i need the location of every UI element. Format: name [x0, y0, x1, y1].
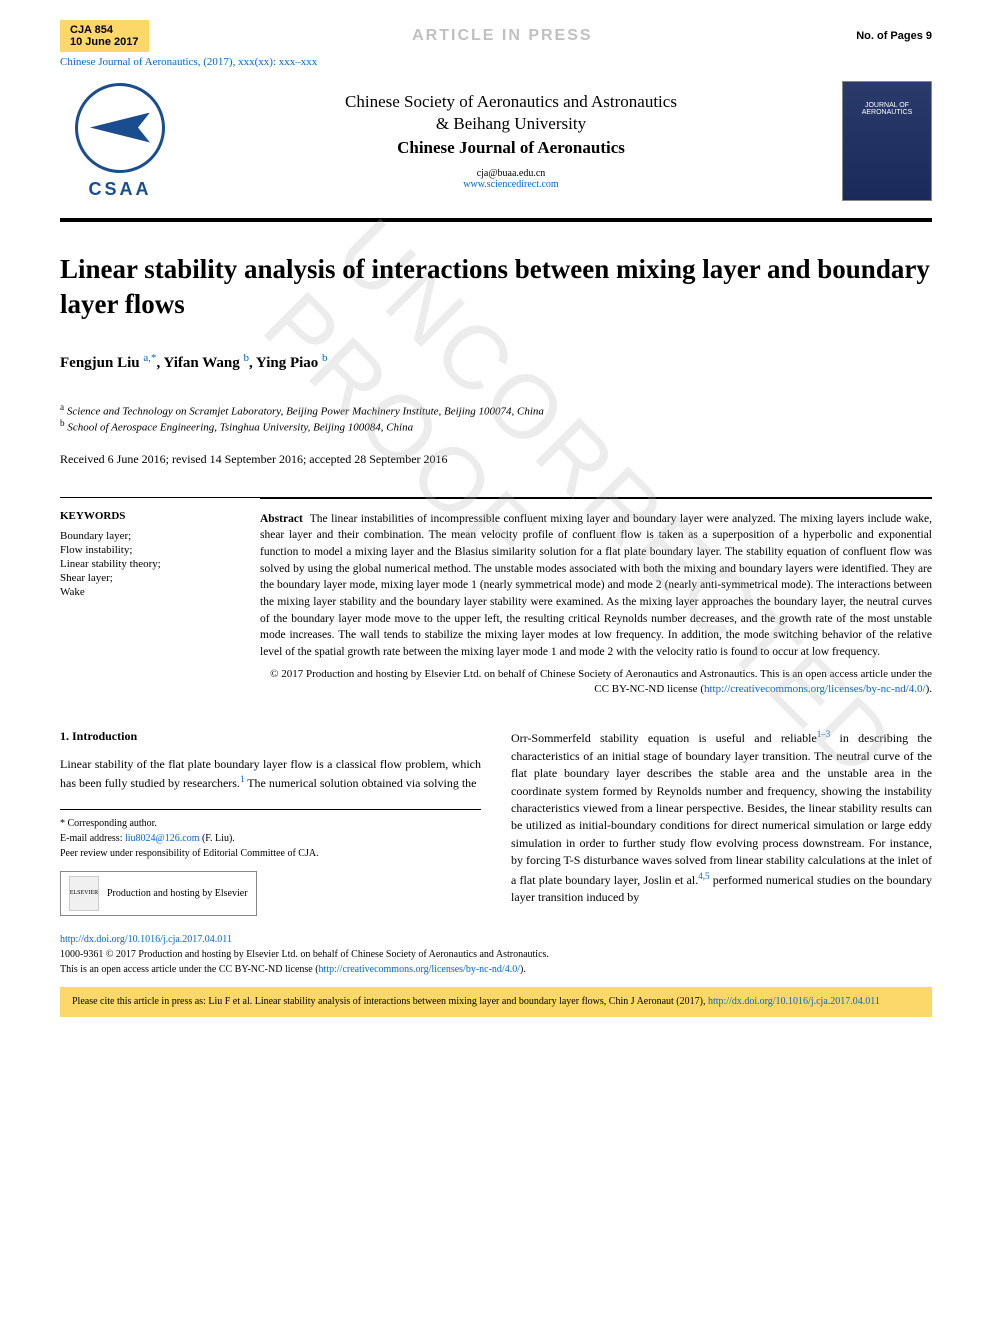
- keyword-item: Wake: [60, 586, 230, 598]
- citation-box: Please cite this article in press as: Li…: [60, 987, 932, 1017]
- logo-text: CSAA: [88, 179, 151, 200]
- elsevier-logo-icon: ELSEVIER: [69, 876, 99, 911]
- peer-review-note: Peer review under responsibility of Edit…: [60, 846, 481, 861]
- logo-circle-icon: [75, 83, 165, 173]
- header-code-box: CJA 854 10 June 2017: [60, 20, 149, 52]
- copyright-block: © 2017 Production and hosting by Elsevie…: [260, 667, 932, 699]
- abstract-text: The linear instabilities of incompressib…: [260, 513, 932, 658]
- cite-text: Please cite this article in press as: Li…: [72, 996, 708, 1007]
- license-link[interactable]: http://creativecommons.org/licenses/by-n…: [704, 683, 926, 695]
- plane-icon: [90, 113, 150, 143]
- ref-2[interactable]: 1–3: [817, 729, 831, 739]
- affiliations: a Science and Technology on Scramjet Lab…: [60, 402, 932, 433]
- right-column: Orr-Sommerfeld stability equation is use…: [511, 728, 932, 915]
- csaa-logo: CSAA: [60, 76, 180, 206]
- intro-para-1: Linear stability of the flat plate bound…: [60, 756, 481, 793]
- sciencedirect-link[interactable]: www.sciencedirect.com: [463, 179, 558, 190]
- hosting-text: Production and hosting by Elsevier: [107, 886, 248, 901]
- article-in-press-label: ARTICLE IN PRESS: [149, 27, 857, 45]
- article-code: CJA 854: [70, 24, 139, 36]
- keywords-list: Boundary layer; Flow instability; Linear s…: [60, 530, 230, 598]
- cover-text-2: AERONAUTICS: [862, 109, 913, 116]
- journal-links: cja@buaa.edu.cn www.sciencedirect.com: [200, 168, 822, 190]
- license-line: This is an open access article under the…: [60, 964, 319, 975]
- license-link-2[interactable]: http://creativecommons.org/licenses/by-n…: [319, 964, 520, 975]
- keywords-heading: KEYWORDS: [60, 510, 230, 522]
- corresponding-author: * Corresponding author.: [60, 816, 481, 831]
- article-dates: Received 6 June 2016; revised 14 Septemb…: [60, 452, 932, 467]
- body-columns: 1. Introduction Linear stability of the …: [60, 728, 932, 915]
- doi-link[interactable]: http://dx.doi.org/10.1016/j.cja.2017.04.…: [60, 934, 232, 945]
- author-email-link[interactable]: liu8024@126.com: [125, 833, 199, 844]
- journal-email: cja@buaa.edu.cn: [200, 168, 822, 179]
- article-date: 10 June 2017: [70, 36, 139, 48]
- ref-3[interactable]: 4,5: [698, 871, 709, 881]
- keyword-item: Linear stability theory;: [60, 558, 230, 570]
- authors: Fengjun Liu a,*, Yifan Wang b, Ying Piao…: [60, 352, 932, 372]
- masthead-center: Chinese Society of Aeronautics and Astro…: [200, 92, 822, 190]
- intro-heading: 1. Introduction: [60, 728, 481, 745]
- society-name-2: & Beihang University: [200, 114, 822, 134]
- abstract-section: KEYWORDS Boundary layer; Flow instability…: [60, 497, 932, 699]
- footnotes: * Corresponding author. E-mail address: …: [60, 809, 481, 916]
- keywords-column: KEYWORDS Boundary layer; Flow instability…: [60, 498, 230, 699]
- doi-block: http://dx.doi.org/10.1016/j.cja.2017.04.…: [60, 932, 932, 977]
- affiliation-a: a Science and Technology on Scramjet Lab…: [60, 402, 932, 418]
- page-count: No. of Pages 9: [856, 30, 932, 42]
- abstract-label: Abstract: [260, 513, 303, 525]
- cite-doi-link[interactable]: http://dx.doi.org/10.1016/j.cja.2017.04.…: [708, 996, 880, 1007]
- journal-reference: Chinese Journal of Aeronautics, (2017), …: [60, 56, 932, 68]
- journal-cover-thumb: JOURNAL OF AERONAUTICS: [842, 81, 932, 201]
- keyword-item: Shear layer;: [60, 572, 230, 584]
- journal-name: Chinese Journal of Aeronautics: [200, 138, 822, 158]
- elsevier-hosting-box: ELSEVIER Production and hosting by Elsev…: [60, 871, 257, 916]
- article-title: Linear stability analysis of interaction…: [60, 252, 932, 322]
- intro-para-2: Orr-Sommerfeld stability equation is use…: [511, 728, 932, 906]
- masthead: CSAA Chinese Society of Aeronautics and …: [60, 76, 932, 222]
- issn-line: 1000-9361 © 2017 Production and hosting …: [60, 949, 549, 960]
- email-line: E-mail address: liu8024@126.com (F. Liu)…: [60, 831, 481, 846]
- header-bar: CJA 854 10 June 2017 ARTICLE IN PRESS No…: [60, 20, 932, 52]
- abstract-column: Abstract The linear instabilities of inc…: [260, 497, 932, 699]
- left-column: 1. Introduction Linear stability of the …: [60, 728, 481, 915]
- keyword-item: Flow instability;: [60, 544, 230, 556]
- society-name-1: Chinese Society of Aeronautics and Astro…: [200, 92, 822, 112]
- affiliation-b: b School of Aerospace Engineering, Tsing…: [60, 418, 932, 434]
- cover-text-1: JOURNAL OF: [865, 102, 909, 109]
- keyword-item: Boundary layer;: [60, 530, 230, 542]
